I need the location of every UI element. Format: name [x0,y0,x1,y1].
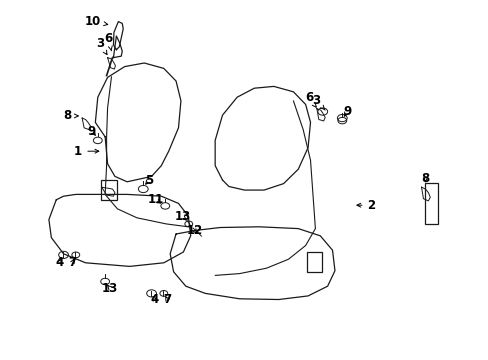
Text: 5: 5 [145,174,153,186]
Text: 7: 7 [68,256,76,269]
Text: 4: 4 [150,293,158,306]
Text: 6: 6 [305,91,316,107]
Text: 9: 9 [88,125,96,138]
Polygon shape [113,36,122,58]
Text: 8: 8 [63,109,78,122]
Text: 1: 1 [74,145,99,158]
Text: 2: 2 [356,199,375,212]
Text: 8: 8 [421,172,428,185]
Text: 13: 13 [102,282,118,294]
Text: 12: 12 [186,224,203,237]
Text: 3: 3 [96,37,107,54]
Polygon shape [113,22,123,50]
Text: 10: 10 [84,15,107,28]
Text: 6: 6 [104,32,112,51]
Text: 3: 3 [312,94,325,110]
Text: 9: 9 [343,105,350,118]
Text: 4: 4 [56,256,63,269]
Text: 13: 13 [174,210,190,223]
Text: 7: 7 [163,293,171,306]
Text: 11: 11 [147,193,163,206]
